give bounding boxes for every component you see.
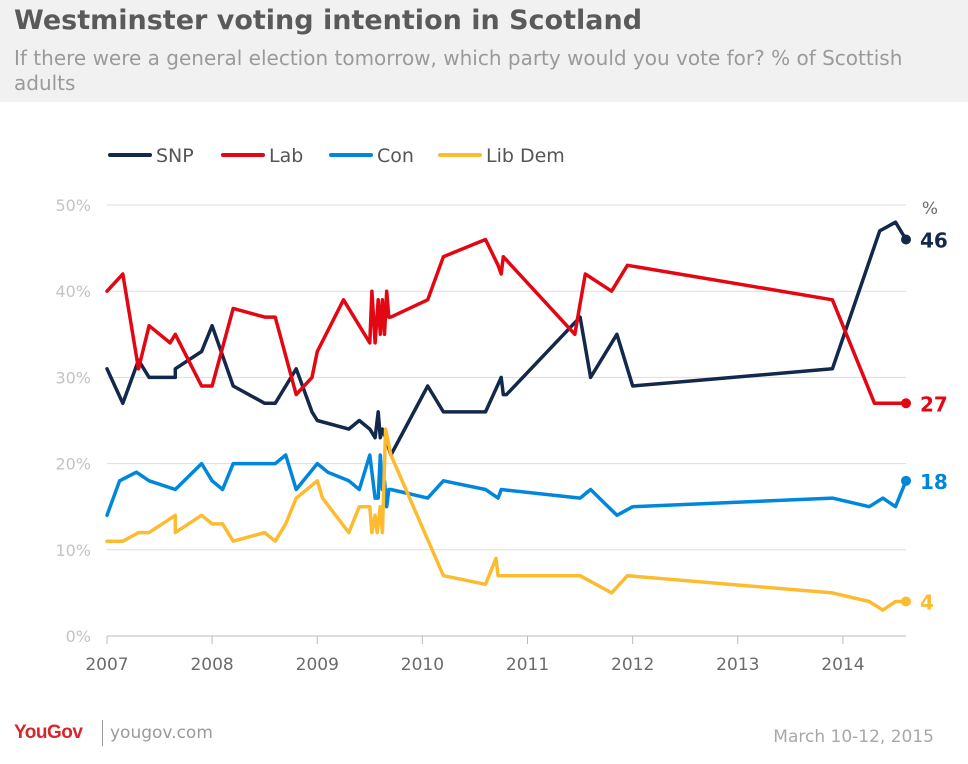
series-line: [105, 427, 908, 612]
series-end-label: 4: [920, 591, 934, 615]
series-end-label: 46: [920, 228, 948, 252]
series-end-marker: [901, 475, 911, 486]
survey-date: March 10-12, 2015: [773, 727, 934, 747]
series-line: [105, 237, 908, 406]
x-tick-label: 2009: [296, 655, 339, 675]
chart-title: Westminster voting intention in Scotland: [14, 5, 643, 36]
y-unit-label: %: [922, 199, 938, 219]
y-tick-label: 10%: [55, 541, 91, 560]
legend-label: Lib Dem: [486, 145, 565, 167]
series-end-label: 27: [920, 392, 948, 416]
x-tick-label: 2014: [821, 655, 864, 675]
legend-label: SNP: [156, 145, 194, 167]
y-tick-label: 20%: [55, 455, 91, 474]
y-tick-label: 30%: [55, 368, 91, 387]
series-end-marker: [901, 398, 911, 409]
legend-label: Con: [377, 145, 414, 167]
y-tick-label: 50%: [55, 196, 91, 215]
x-tick-label: 2011: [506, 655, 549, 675]
x-tick-label: 2007: [85, 655, 128, 675]
header-band: Westminster voting intention in Scotland…: [0, 0, 968, 102]
footer-site: yougov.com: [110, 723, 213, 743]
series-end-label: 18: [920, 470, 948, 494]
series-end-marker: [901, 596, 911, 607]
series-line: [105, 453, 908, 518]
x-tick-label: 2013: [716, 655, 759, 675]
yougov-logo: YouGov: [14, 722, 83, 743]
footer-divider: [102, 720, 103, 746]
legend-label: Lab: [269, 145, 303, 167]
x-tick-label: 2012: [611, 655, 654, 675]
series-end-marker: [901, 234, 911, 245]
y-tick-label: 0%: [66, 627, 91, 646]
chart-subtitle: If there were a general election tomorro…: [14, 46, 903, 95]
y-tick-label: 40%: [55, 282, 91, 301]
x-tick-label: 2010: [401, 655, 444, 675]
x-tick-label: 2008: [190, 655, 233, 675]
series-line: [105, 220, 908, 457]
